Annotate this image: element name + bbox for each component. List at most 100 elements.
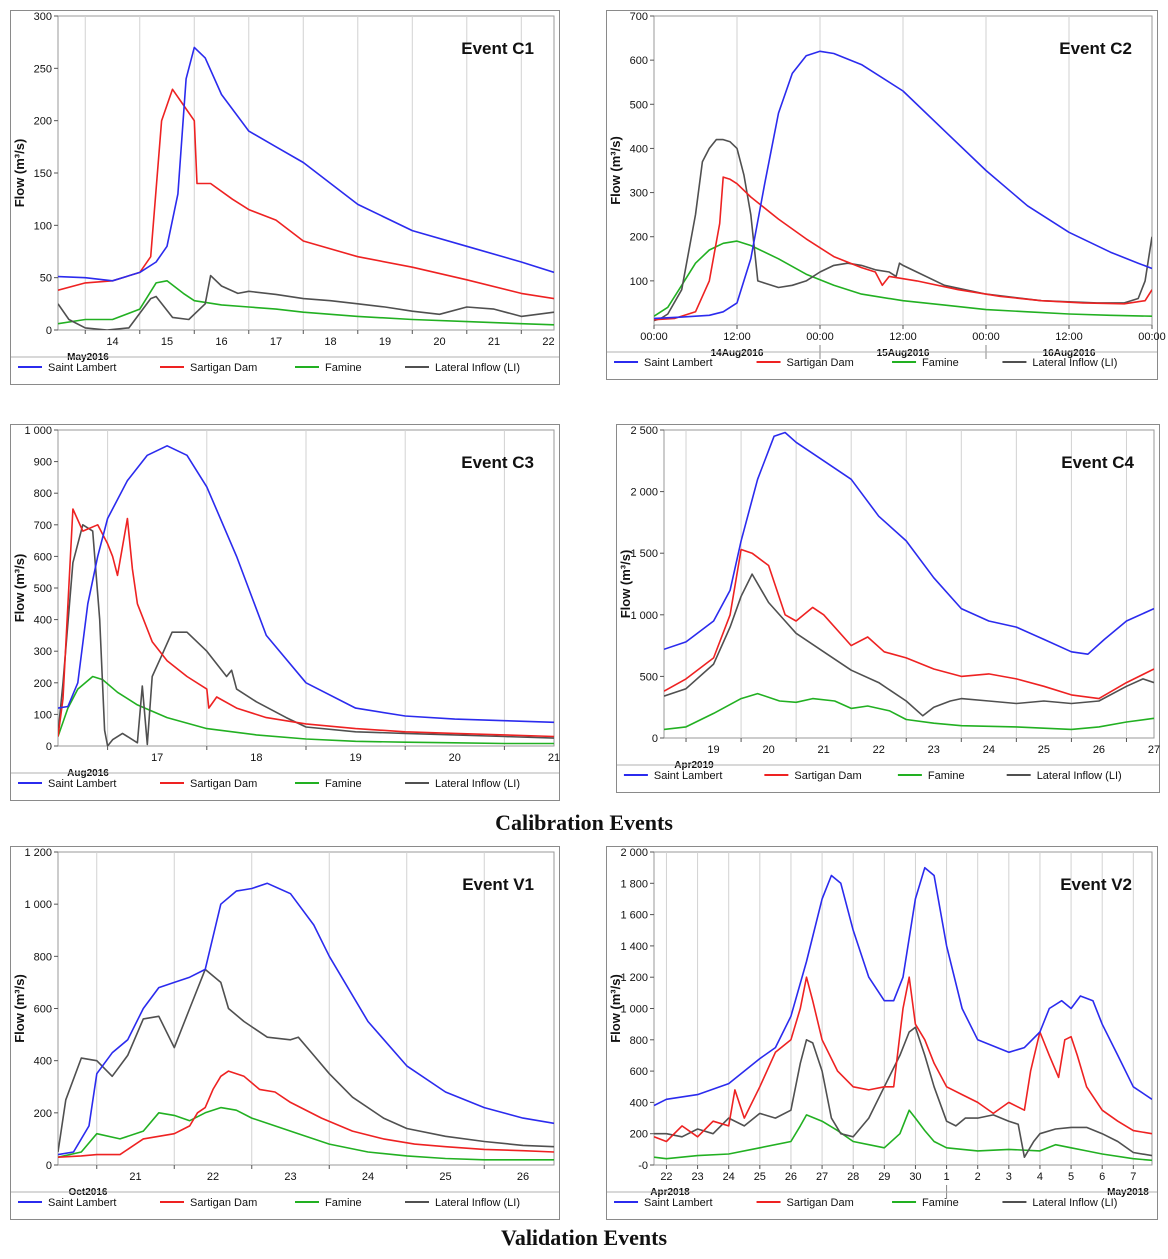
y-tick-label: 1 500 [630,548,658,560]
x-tick-label: 26 [1093,744,1105,756]
series-line-lateral-inflow-li [58,274,554,330]
x-tick-label: 20 [762,744,774,756]
series-line-sartigan-dam [654,176,1152,321]
y-tick-label: 400 [630,143,648,155]
y-tick-label: 800 [34,951,52,963]
x-tick-label: 00:00 [640,331,668,343]
x-tick-label: 14 [106,336,118,348]
x-tick-label: 7 [1130,1171,1136,1183]
validation-events-caption: Validation Events [500,1225,668,1250]
x-tick-label: 19 [379,336,391,348]
y-tick-label: 300 [34,646,52,658]
legend-label-lateral-inflow-li: Lateral Inflow (LI) [435,362,520,374]
y-tick-label: 2 000 [630,487,658,499]
chart-v2: -0 200 400 600 800 1 000 1 200 1 400 1 600 1 800 2… [606,846,1158,1220]
y-axis-label: Flow (m³/s) [608,136,623,205]
legend-label-saint-lambert: Saint Lambert [644,357,712,369]
series-line-famine [654,240,1152,317]
series-line-famine [58,1106,554,1161]
date-label: 14Aug2016 [711,348,764,359]
chart-panel-c4: 0 500 1 000 1 500 2 000 2 500 19 20 21 22 23 24 25 26… [616,424,1160,793]
series-line-sartigan-dam [664,548,1154,700]
legend-label-lateral-inflow-li: Lateral Inflow (LI) [1032,357,1117,369]
event-title: Event C2 [1059,39,1132,58]
series-line-lateral-inflow-li [58,968,554,1153]
y-tick-label: 400 [34,615,52,627]
x-tick-label: 1 [944,1171,950,1183]
y-tick-label: 1 000 [620,1004,648,1016]
x-tick-label: 20 [449,752,461,764]
legend-label-famine: Famine [922,1197,959,1209]
series-line-saint-lambert [58,882,554,1156]
x-tick-label: 4 [1037,1171,1043,1183]
x-tick-label: 23 [284,1171,296,1183]
y-axis-label: Flow (m³/s) [12,139,27,208]
legend-label-lateral-inflow-li: Lateral Inflow (LI) [435,778,520,790]
x-tick-label: 19 [349,752,361,764]
y-tick-label: 700 [630,11,648,23]
legend-label-famine: Famine [325,1197,362,1209]
y-tick-label: 0 [46,741,52,753]
legend-label-sartigan-dam: Sartigan Dam [794,770,861,782]
event-title: Event V1 [462,875,534,894]
chart-panel-v2: -0 200 400 600 800 1 000 1 200 1 400 1 600 1 800 2… [606,846,1158,1220]
event-title: Event C1 [461,39,534,58]
legend-label-lateral-inflow-li: Lateral Inflow (LI) [1032,1197,1117,1209]
x-tick-label: 00:00 [972,331,1000,343]
y-tick-label: 600 [630,55,648,67]
series-line-famine [58,675,554,745]
legend-label-sartigan-dam: Sartigan Dam [787,1197,854,1209]
y-tick-label: 1 200 [620,972,648,984]
y-tick-label: 2 500 [630,425,658,437]
y-tick-label: 500 [640,671,658,683]
y-tick-label: 1 000 [630,610,658,622]
x-tick-label: 24 [723,1171,735,1183]
y-tick-label: 100 [34,220,52,232]
series-line-lateral-inflow-li [664,573,1154,717]
legend-label-saint-lambert: Saint Lambert [48,1197,116,1209]
chart-c2: 100 200 300 400 500 600 700 00:00 12:00 00:00 12:0… [606,10,1166,380]
x-tick-label: 21 [548,752,560,764]
x-tick-label: 22 [873,744,885,756]
y-tick-label: 150 [34,168,52,180]
y-tick-label: 100 [34,709,52,721]
legend-label-sartigan-dam: Sartigan Dam [190,778,257,790]
y-tick-label: 200 [630,232,648,244]
x-tick-label: 17 [151,752,163,764]
y-tick-label: 50 [40,273,52,285]
y-tick-label: 0 [46,325,52,337]
legend-label-saint-lambert: Saint Lambert [644,1197,712,1209]
x-tick-label: 27 [1148,744,1160,756]
series-line-lateral-inflow-li [654,1026,1152,1158]
series-line-sartigan-dam [58,508,554,738]
series-line-sartigan-dam [654,976,1152,1143]
x-tick-label: 27 [816,1171,828,1183]
x-tick-label: 22 [660,1171,672,1183]
y-tick-label: 600 [630,1066,648,1078]
x-tick-label: 21 [129,1171,141,1183]
x-tick-label: 19 [707,744,719,756]
x-tick-label: 12:00 [723,331,751,343]
y-tick-label: 200 [34,1108,52,1120]
chart-panel-v1: 0 200 400 600 800 1 000 1 200 21 22 23 24 25 26 Oct20… [10,846,560,1220]
x-tick-label: 21 [488,336,500,348]
x-tick-label: 26 [517,1171,529,1183]
calibration-events-caption: Calibration Events [495,810,673,835]
y-tick-label: -0 [638,1160,648,1172]
series-line-famine [58,280,554,326]
series-line-saint-lambert [664,431,1154,655]
legend-label-famine: Famine [922,357,959,369]
x-tick-label: 24 [983,744,995,756]
y-axis-label: Flow (m³/s) [12,554,27,623]
legend-label-saint-lambert: Saint Lambert [654,770,722,782]
y-tick-label: 400 [630,1097,648,1109]
event-title: Event V2 [1060,875,1132,894]
date-label: 16Aug2016 [1043,348,1096,359]
series-line-saint-lambert [58,445,554,724]
x-tick-label: 22 [207,1171,219,1183]
legend-label-famine: Famine [325,362,362,374]
legend-label-saint-lambert: Saint Lambert [48,362,116,374]
chart-c3: 0 100 200 300 400 500 600 700 800 900 1 000 17 18 19 2… [10,424,560,801]
chart-panel-c1: 0 50 100 150 200 250 300 14 15 16 17 18 19 20 21 22 May2… [10,10,560,385]
